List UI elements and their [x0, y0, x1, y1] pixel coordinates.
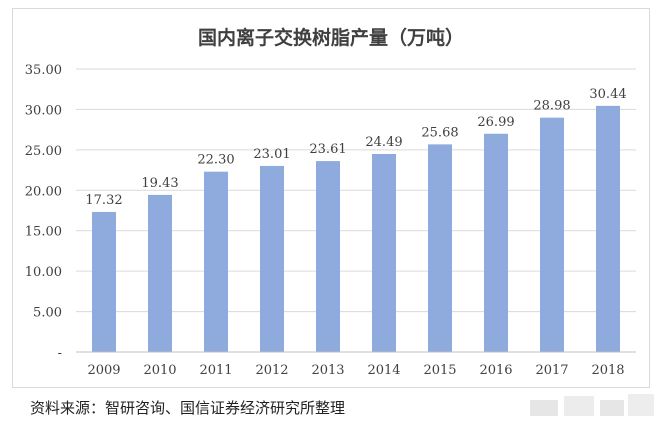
chart-title: 国内离子交换树脂产量（万吨）	[198, 26, 464, 49]
y-tick-label: 15.00	[25, 225, 62, 240]
data-label: 28.98	[533, 99, 570, 114]
y-tick-label: -	[58, 346, 62, 361]
y-tick-label: 35.00	[25, 63, 62, 78]
y-tick-label: 5.00	[33, 306, 62, 321]
x-tick-label: 2014	[367, 363, 400, 378]
y-tick-label: 30.00	[25, 103, 62, 118]
y-tick-label: 25.00	[25, 144, 62, 159]
bar	[260, 165, 284, 352]
data-label: 26.99	[477, 115, 514, 130]
bar	[540, 117, 564, 353]
bar	[484, 133, 508, 352]
data-label: 30.44	[589, 87, 626, 102]
x-tick-label: 2009	[87, 363, 120, 378]
data-label: 19.43	[141, 176, 178, 191]
axes: - 5.00 10.00 15.00 20.00 25.00 30.00 35.00 2009 2…	[25, 63, 636, 378]
bars	[92, 105, 620, 353]
data-label: 25.68	[421, 125, 458, 140]
source-note: 资料来源：智研咨询、国信证券经济研究所整理	[30, 399, 346, 417]
x-tick-label: 2015	[423, 363, 456, 378]
bar	[372, 153, 396, 352]
bar	[92, 211, 116, 352]
data-label: 23.01	[253, 147, 290, 162]
x-tick-label: 2016	[479, 363, 512, 378]
bar	[148, 194, 172, 352]
x-tick-label: 2012	[255, 363, 288, 378]
x-tick-label: 2011	[199, 363, 232, 378]
bar	[204, 171, 228, 352]
bar	[596, 105, 620, 353]
y-tick-label: 20.00	[25, 184, 62, 199]
y-tick-label: 10.00	[25, 265, 62, 280]
bar	[428, 144, 452, 352]
watermark	[530, 394, 654, 420]
data-label: 17.32	[85, 193, 122, 208]
x-tick-label: 2018	[591, 363, 624, 378]
bar	[316, 161, 340, 352]
x-tick-label: 2017	[535, 363, 568, 378]
data-label: 22.30	[197, 153, 234, 168]
x-tick-label: 2013	[311, 363, 344, 378]
data-labels: 17.32 19.43 22.30 23.01 23.61 24.49 25.68 26.99…	[85, 87, 626, 208]
data-label: 23.61	[309, 142, 346, 157]
x-tick-label: 2010	[143, 363, 176, 378]
data-label: 24.49	[365, 135, 402, 150]
